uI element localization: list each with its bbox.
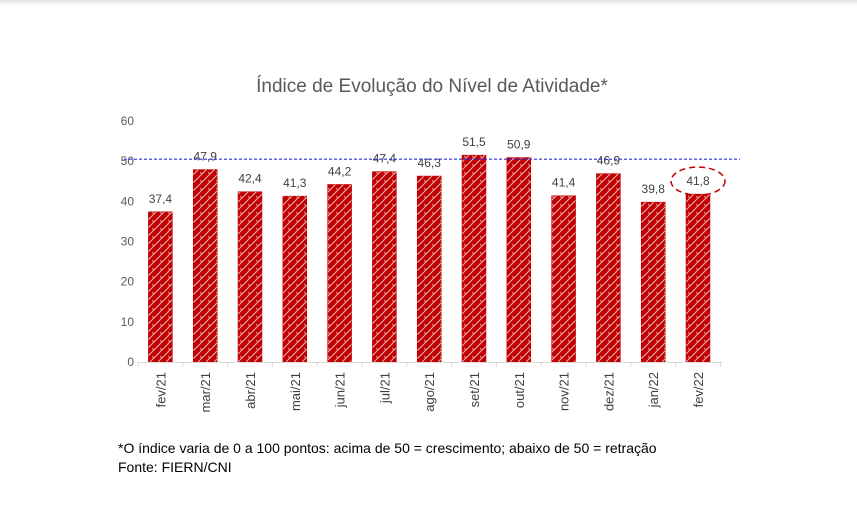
- page-top-shadow: [0, 0, 857, 6]
- data-label: 50,9: [507, 138, 531, 152]
- highlight-ellipse: [670, 166, 726, 196]
- x-tick-label: set/21: [467, 372, 482, 407]
- data-label: 37,4: [149, 192, 173, 206]
- x-axis: fev/21 mar/21 abr/21 mai/21 jun/21 jul/21 ago/…: [137, 362, 723, 412]
- bar: [148, 211, 173, 363]
- y-tick-label: 20: [121, 275, 135, 289]
- footnote: *O índice varia de 0 a 100 pontos: acima…: [118, 440, 657, 456]
- data-label: 46,9: [597, 154, 621, 168]
- y-tick-label: 40: [121, 194, 135, 208]
- y-tick-label: 0: [127, 355, 134, 369]
- y-tick-label: 30: [121, 235, 135, 249]
- x-tick-label: fev/22: [691, 372, 706, 407]
- data-label: 41,4: [552, 176, 576, 190]
- y-axis: 0 10 20 30 40 50 60: [121, 114, 135, 369]
- data-label: 47,9: [194, 150, 218, 164]
- data-label: 41,8: [686, 174, 710, 188]
- source-note: Fonte: FIERN/CNI: [118, 459, 232, 475]
- bar: [327, 184, 352, 363]
- x-tick-label: dez/21: [601, 372, 616, 411]
- x-tick-label: jan/22: [646, 372, 661, 408]
- bar: [416, 175, 442, 363]
- bar: [282, 195, 308, 363]
- y-tick-label: 10: [121, 315, 135, 329]
- bar: [551, 195, 576, 363]
- x-tick-label: abr/21: [243, 372, 258, 409]
- x-tick-label: jun/21: [333, 372, 348, 408]
- bar: [596, 173, 621, 363]
- y-tick-label: 60: [121, 114, 135, 128]
- y-tick-label: 50: [121, 154, 135, 168]
- bars: [148, 154, 711, 363]
- bar: [506, 157, 532, 363]
- x-tick-label: mar/21: [198, 372, 213, 412]
- chart-title: Índice de Evolução do Nível de Atividade…: [256, 76, 608, 97]
- bar: [192, 169, 218, 363]
- x-tick-label: nov/21: [557, 372, 572, 411]
- data-label: 42,4: [238, 172, 262, 186]
- data-label: 44,2: [328, 164, 352, 178]
- x-tick-label: jul/21: [377, 372, 392, 404]
- x-tick-label: fev/21: [153, 372, 168, 407]
- bar: [461, 154, 487, 363]
- bar: [372, 171, 397, 363]
- data-label: 46,3: [418, 156, 442, 170]
- bar: [685, 193, 711, 363]
- x-tick-label: ago/21: [422, 372, 437, 412]
- data-label: 41,3: [283, 176, 307, 190]
- bar-chart: Índice de Evolução do Nível de Atividade…: [121, 76, 740, 412]
- x-tick-label: mai/21: [288, 372, 303, 411]
- highlight-group: [670, 166, 726, 196]
- data-label: 39,8: [642, 182, 666, 196]
- bar: [237, 191, 263, 363]
- data-label: 51,5: [462, 135, 486, 149]
- bar: [640, 201, 666, 363]
- x-tick-label: out/21: [512, 372, 527, 408]
